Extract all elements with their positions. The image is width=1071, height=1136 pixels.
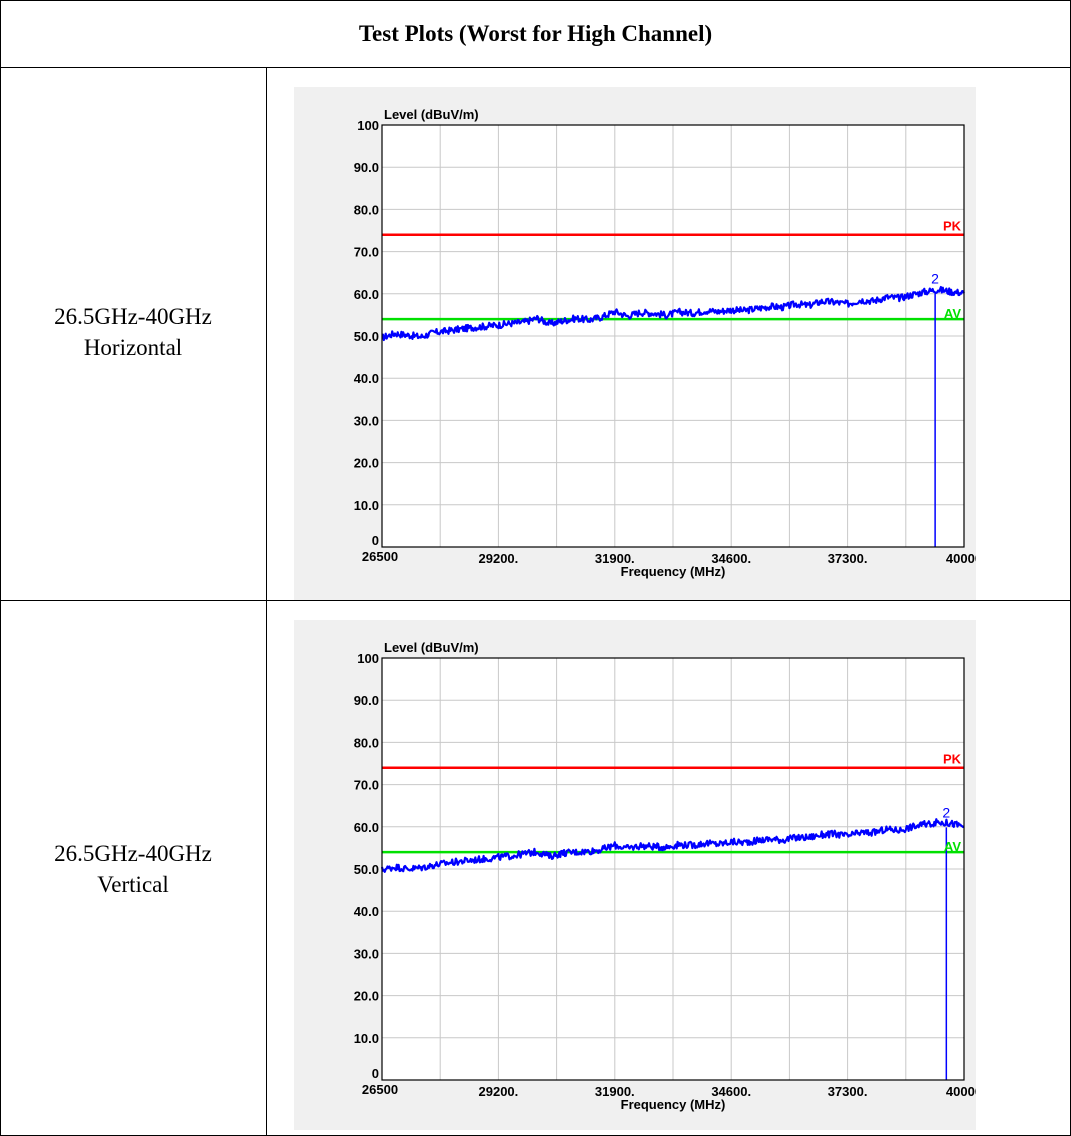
plot-border: [381, 124, 965, 548]
y-tick-label: 60.0: [354, 287, 379, 302]
row-label-horizontal: 26.5GHz-40GHz Horizontal: [0, 301, 266, 363]
x-tick-label: 26500: [362, 1082, 398, 1097]
table-divider: [266, 67, 267, 1136]
table-divider: [0, 67, 1071, 68]
limit-label-av: AV: [944, 839, 961, 854]
polarization-label: Vertical: [97, 872, 169, 897]
limit-label-pk: PK: [943, 752, 962, 767]
x-tick-label: 40000: [946, 551, 976, 566]
x-tick-label: 31900.: [595, 1084, 635, 1099]
y-tick-label: 100: [357, 118, 379, 133]
x-tick-label: 34600.: [711, 551, 751, 566]
x-tick-label: 34600.: [711, 1084, 751, 1099]
grid: [382, 658, 964, 1080]
x-tick-label: 26500: [362, 549, 398, 564]
y-tick-label: 20.0: [354, 456, 379, 471]
marker-label: 2: [931, 271, 939, 287]
y-tick-label: 0: [372, 533, 379, 548]
table-title: Test Plots (Worst for High Channel): [358, 21, 713, 46]
y-tick-label: 80.0: [354, 202, 379, 217]
x-tick-label: 37300.: [828, 1084, 868, 1099]
level-vs-frequency-chart: 2 PK AV 0 10.0 20.0 30.0 40.0 50.0 60.0 70.0 80.0 90…: [354, 107, 976, 579]
marker-label: 2: [942, 804, 950, 820]
y-tick-label: 10.0: [354, 498, 379, 513]
y-tick-label: 40.0: [354, 904, 379, 919]
polarization-label: Horizontal: [83, 335, 183, 360]
x-tick-label: 31900.: [595, 551, 635, 566]
y-tick-label: 10.0: [354, 1031, 379, 1046]
y-tick-label: 70.0: [354, 778, 379, 793]
x-tick-label: 29200.: [479, 1084, 519, 1099]
band-label: 26.5GHz-40GHz: [54, 841, 212, 866]
y-axis-title: Level (dBuV/m): [384, 107, 479, 122]
y-axis-title: Level (dBuV/m): [384, 640, 479, 655]
table-divider: [0, 600, 1071, 601]
y-tick-label: 80.0: [354, 735, 379, 750]
series-trace: [380, 818, 965, 873]
series-trace: [381, 285, 965, 342]
x-axis-title: Frequency (MHz): [621, 564, 726, 579]
y-tick-label: 50.0: [354, 329, 379, 344]
limit-label-pk: PK: [943, 219, 962, 234]
level-vs-frequency-chart: 2 PK AV 0 10.0 20.0 30.0 40.0 50.0 60.0 70.0 80.0 90…: [354, 640, 976, 1112]
y-tick-label: 70.0: [354, 245, 379, 260]
y-tick-label: 30.0: [354, 946, 379, 961]
x-tick-label: 29200.: [479, 551, 519, 566]
band-label: 26.5GHz-40GHz: [54, 304, 212, 329]
x-tick-label: 40000: [946, 1084, 976, 1099]
y-tick-label: 90.0: [354, 693, 379, 708]
y-tick-label: 40.0: [354, 371, 379, 386]
y-tick-label: 20.0: [354, 989, 379, 1004]
y-tick-label: 30.0: [354, 413, 379, 428]
grid: [382, 125, 964, 547]
y-tick-label: 60.0: [354, 820, 379, 835]
x-tick-label: 37300.: [828, 551, 868, 566]
y-tick-label: 0: [372, 1066, 379, 1081]
limit-label-av: AV: [944, 306, 961, 321]
row-label-vertical: 26.5GHz-40GHz Vertical: [0, 838, 266, 900]
x-axis-title: Frequency (MHz): [621, 1097, 726, 1112]
plot-border: [381, 657, 965, 1081]
y-tick-label: 50.0: [354, 862, 379, 877]
y-tick-label: 100: [357, 651, 379, 666]
y-tick-label: 90.0: [354, 160, 379, 175]
plot-panel-vertical: 2 PK AV 0 10.0 20.0 30.0 40.0 50.0 60.0 70.0 80.0 90…: [294, 620, 976, 1130]
plot-panel-horizontal: 2 PK AV 0 10.0 20.0 30.0 40.0 50.0 60.0 70.0 80.0 90…: [294, 87, 976, 600]
